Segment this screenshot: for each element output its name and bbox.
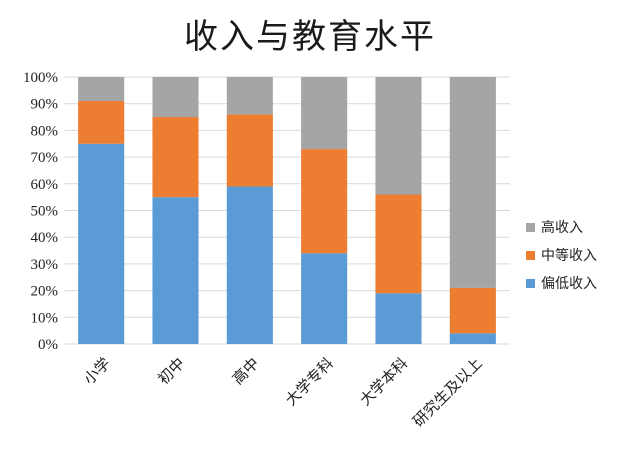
bar-segment bbox=[78, 143, 125, 344]
legend-label: 偏低收入 bbox=[541, 276, 597, 292]
y-tick-label: 70% bbox=[31, 150, 59, 166]
x-tick-label: 大学专科 bbox=[282, 354, 337, 409]
bar-segment bbox=[375, 194, 422, 294]
bar-segment bbox=[301, 253, 348, 344]
y-tick-label: 90% bbox=[31, 97, 59, 113]
x-tick-label: 研究生及以上 bbox=[409, 354, 485, 430]
legend-label: 高收入 bbox=[541, 219, 583, 236]
bar-segment bbox=[375, 77, 422, 195]
bar-segment bbox=[449, 77, 496, 288]
y-axis-ticks: 0% 10% 20% 30% 40% 50% 60% 70% 80% 90% 100% bbox=[23, 70, 58, 353]
legend-swatch bbox=[526, 279, 535, 288]
bar-segment bbox=[152, 77, 199, 118]
bar-segment bbox=[78, 77, 125, 102]
bar-segment bbox=[226, 77, 273, 115]
x-tick-label: 大学本科 bbox=[356, 354, 411, 409]
y-tick-label: 100% bbox=[23, 70, 58, 86]
y-tick-label: 80% bbox=[31, 123, 59, 139]
watermark: 搜狐号@教育-咨询 bbox=[510, 431, 628, 448]
bar-segment bbox=[226, 114, 273, 187]
legend-swatch bbox=[526, 223, 535, 232]
y-tick-label: 20% bbox=[31, 284, 59, 300]
x-tick-label: 小学 bbox=[80, 354, 114, 388]
bar-segment bbox=[301, 149, 348, 254]
bar-segment bbox=[78, 101, 125, 144]
y-tick-label: 50% bbox=[31, 204, 59, 220]
bar-segment bbox=[152, 197, 199, 344]
bar-segment bbox=[449, 333, 496, 344]
legend-label: 中等收入 bbox=[541, 247, 597, 264]
bar-segment bbox=[375, 293, 422, 344]
bar-segment bbox=[301, 77, 348, 150]
chart-title: 收入与教育水平 bbox=[184, 17, 436, 57]
y-tick-label: 30% bbox=[31, 257, 59, 273]
y-tick-label: 40% bbox=[31, 230, 59, 246]
bars bbox=[78, 77, 496, 344]
x-tick-label: 初中 bbox=[154, 354, 188, 388]
gridlines bbox=[64, 76, 510, 345]
legend-swatch bbox=[526, 251, 535, 260]
bar-segment bbox=[226, 186, 273, 344]
y-tick-label: 10% bbox=[31, 310, 59, 326]
bar-segment bbox=[152, 117, 199, 198]
x-tick-label: 高中 bbox=[229, 354, 263, 388]
y-tick-label: 60% bbox=[31, 177, 59, 193]
bar-segment bbox=[449, 287, 496, 334]
y-tick-label: 0% bbox=[38, 337, 58, 353]
